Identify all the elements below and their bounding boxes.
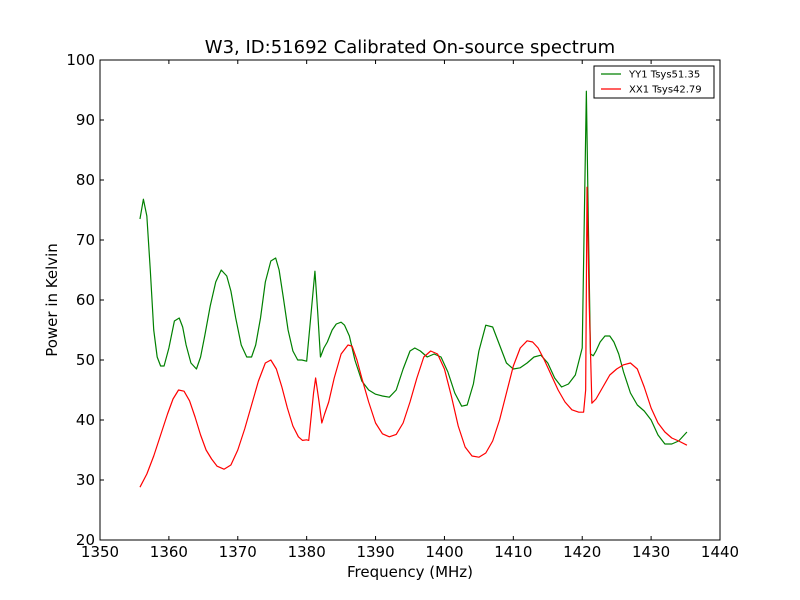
plot-area: 1350 1360 1370 1380 1390 1400 1410 1420 1430 1440… <box>66 51 739 561</box>
y-tick-label: 70 <box>76 231 95 249</box>
y-tick-label: 30 <box>76 471 95 489</box>
y-axis-label: Power in Kelvin <box>43 243 61 357</box>
x-tick-label: 1430 <box>632 543 670 561</box>
y-tick-label: 100 <box>66 51 95 69</box>
x-tick-label: 1360 <box>150 543 188 561</box>
y-tick-label: 80 <box>76 171 95 189</box>
legend-box <box>593 65 715 99</box>
x-tick-label: 1410 <box>494 543 532 561</box>
x-tick-label: 1420 <box>563 543 601 561</box>
x-axis-label: Frequency (MHz) <box>347 563 473 581</box>
x-tick-label: 1400 <box>425 543 463 561</box>
y-tick-label: 50 <box>76 351 95 369</box>
legend-label-yy1: YY1 Tsys51.35 <box>628 70 700 81</box>
x-tick-label: 1350 <box>81 543 119 561</box>
x-tick-label: 1380 <box>288 543 326 561</box>
axis-ticks: 1350 1360 1370 1380 1390 1400 1410 1420 1430 1440… <box>66 51 739 561</box>
legend-label-xx1: XX1 Tsys42.79 <box>629 85 702 96</box>
series-line-1 <box>139 186 688 488</box>
y-tick-label: 60 <box>76 291 95 309</box>
x-tick-label: 1390 <box>356 543 394 561</box>
chart-legend: YY1 Tsys51.35 XX1 Tsys42.79 <box>593 65 715 99</box>
y-tick-label: 90 <box>76 111 95 129</box>
y-tick-label: 40 <box>76 411 95 429</box>
x-tick-label: 1440 <box>701 543 739 561</box>
chart-title: W3, ID:51692 Calibrated On-source spectr… <box>205 37 615 58</box>
series-lines <box>139 90 688 488</box>
x-tick-label: 1370 <box>219 543 257 561</box>
y-tick-label: 20 <box>76 531 95 549</box>
